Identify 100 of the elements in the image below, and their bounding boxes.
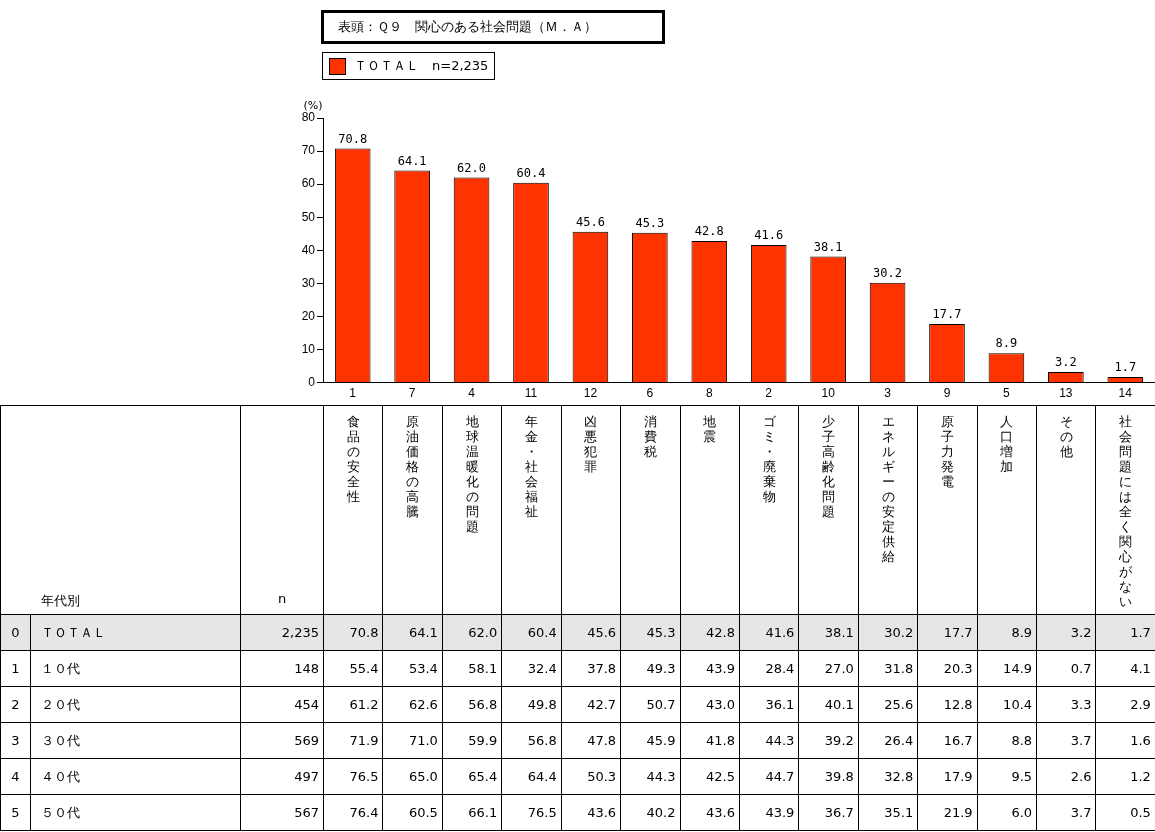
text: 年代別 [0,405,241,615]
category-label: 食品の安全性 [345,414,361,504]
category-label: 地震 [702,414,718,444]
x-tick-label: 2 [765,386,773,401]
text: 2.6 [1070,769,1092,784]
text: 567 [294,805,319,820]
text: 43.9 [765,805,795,820]
category-label: ゴミ・廃棄物 [761,414,777,504]
category-label: 地球温暖化の問題 [464,414,480,534]
text: 59.9 [468,733,498,748]
y-tick-label: 10 [301,341,316,356]
text: 65.0 [408,769,438,784]
data-label: 1.7 [1114,360,1137,375]
category-label: 1 [11,661,20,676]
text: 36.1 [765,697,795,712]
text: 42.5 [706,769,735,784]
text: 43.9 [706,661,735,676]
text: 30.2 [884,625,914,640]
text: 76.5 [349,769,379,784]
text: 60.4 [527,625,557,640]
text: 56.8 [527,733,557,748]
text: 50.7 [646,697,676,712]
x-tick-label: 13 [1059,386,1073,401]
text: 62.0 [468,625,498,640]
text: 10.4 [1003,697,1033,712]
text: 45.3 [646,625,676,640]
text: 64.1 [408,625,438,640]
category-label: ＴＯＴＡＬ [41,624,106,640]
text: 53.4 [408,661,438,676]
text: 26.4 [884,733,914,748]
text: 20.3 [943,661,973,676]
category-label: 人口増加 [999,414,1015,474]
data-label: 60.4 [516,165,546,180]
text: 44.3 [765,733,795,748]
text: 3.7 [1070,805,1092,820]
text: 64.4 [527,769,557,784]
text: 41.8 [706,733,735,748]
data-label: 3.2 [1055,355,1077,370]
category-label: 年金・社会福祉 [523,414,539,519]
x-tick-label: 1 [349,386,357,401]
text: 40.1 [824,697,854,712]
data-label: 42.8 [694,224,724,239]
x-tick-label: 6 [646,386,654,401]
text: 569 [294,733,319,748]
text: 49.3 [646,661,676,676]
data-label: 17.7 [932,307,962,322]
category-label: エネルギーの安定供給 [881,414,895,564]
text: 43.0 [706,697,735,712]
text: 38.1 [824,625,854,640]
text: 61.2 [349,697,379,712]
data-label: 30.2 [873,265,903,280]
y-tick-label: 70 [301,143,316,158]
text: 55.4 [349,661,379,676]
text: 66.1 [468,805,498,820]
category-label: 原油価格の高騰 [405,414,421,519]
category-label: その他 [1058,414,1074,459]
text: 49.8 [527,697,557,712]
text: 76.4 [349,805,379,820]
x-tick-label: 3 [884,386,892,401]
y-tick-label: 80 [301,110,316,125]
text: 6.0 [1011,805,1033,820]
text: 47.8 [587,733,617,748]
text: 17.9 [943,769,973,784]
text: 43.6 [587,805,617,820]
category-label: ３０代 [41,732,80,748]
category-label: １０代 [41,660,80,676]
data-label: 8.9 [995,336,1018,351]
text: 71.0 [408,733,438,748]
text: 454 [294,697,319,712]
x-tick-label: 14 [1118,386,1133,401]
text: 14.9 [1003,661,1033,676]
text: 76.5 [527,805,557,820]
text: 32.8 [884,769,914,784]
y-tick-label: 0 [308,374,316,389]
category-label: 2 [11,697,20,712]
text: 27.0 [824,661,854,676]
x-tick-label: 9 [943,386,951,401]
category-label: 少子高齢化問題 [821,414,837,519]
category-label: ４０代 [41,768,80,784]
text: 28.4 [765,661,795,676]
y-axis-title: (%) [303,99,323,113]
data-label: 70.8 [338,131,368,146]
category-label: 3 [11,733,20,748]
text: 45.9 [646,733,676,748]
text: 43.6 [706,805,735,820]
text: 1.2 [1130,769,1151,784]
data-label: 45.3 [635,215,665,230]
text: 65.4 [468,769,498,784]
x-tick-label: 12 [583,386,598,401]
y-tick-label: 30 [301,275,316,290]
text: 2.9 [1130,697,1151,712]
text: 3.7 [1070,733,1092,748]
text: 497 [294,769,319,784]
data-label: 41.6 [754,228,784,243]
text: 8.9 [1011,625,1033,640]
category-label: 4 [11,769,20,784]
y-tick-label: 50 [301,209,316,224]
text: 31.8 [884,661,914,676]
text: 16.7 [943,733,973,748]
text: 35.1 [884,805,914,820]
